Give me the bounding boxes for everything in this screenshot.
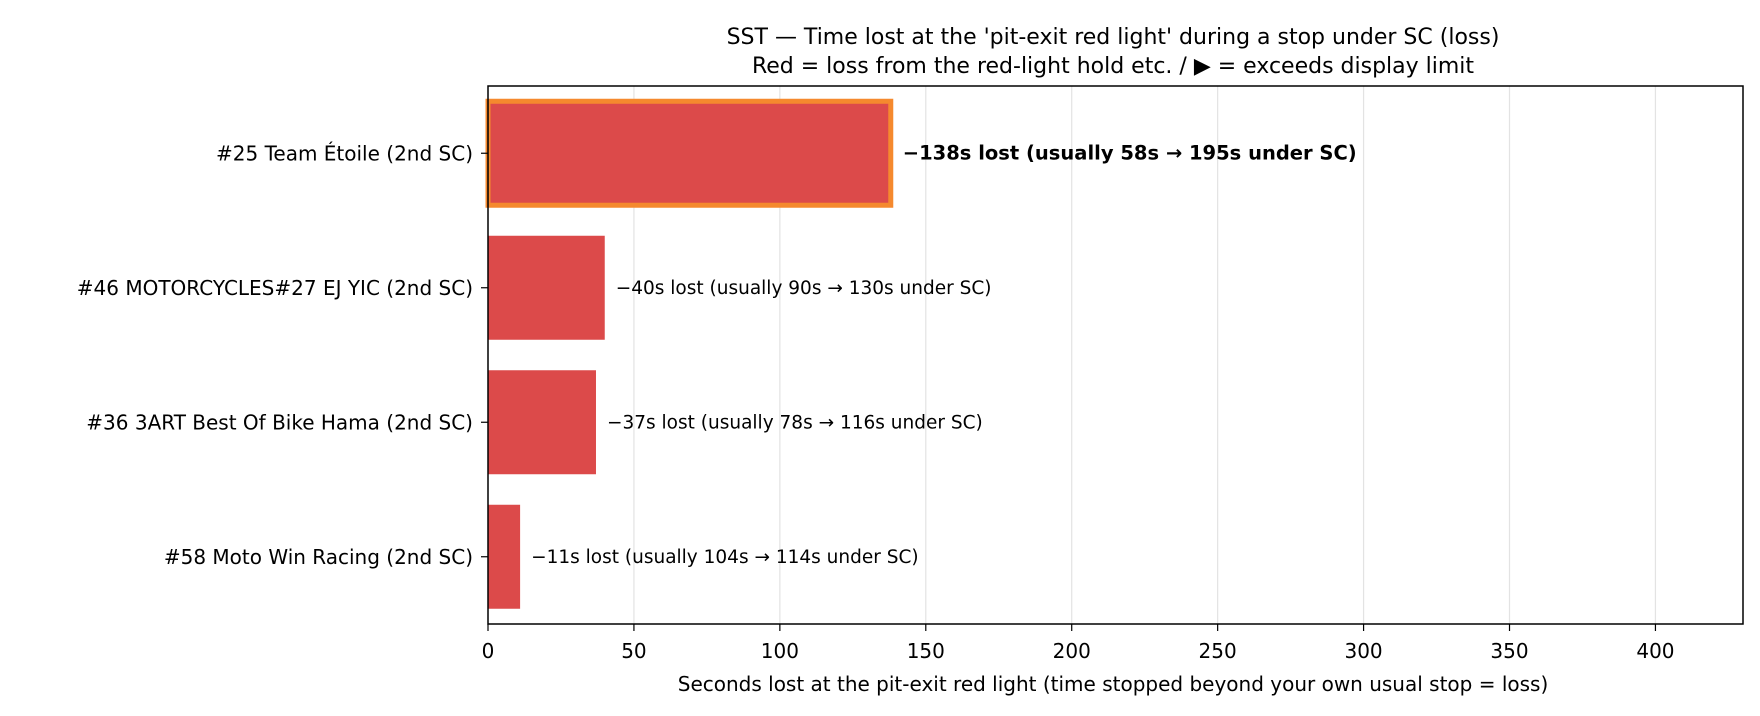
x-tick-label: 100: [761, 639, 799, 663]
category-label: #36 3ART Best Of Bike Hama (2nd SC): [86, 410, 473, 434]
data-label: −138s lost (usually 58s → 195s under SC): [903, 141, 1357, 164]
x-tick-label: 250: [1199, 639, 1237, 663]
category-label: #58 Moto Win Racing (2nd SC): [164, 545, 473, 569]
x-tick-label: 300: [1344, 639, 1382, 663]
bar: [488, 504, 521, 609]
x-tick-label: 400: [1636, 639, 1674, 663]
bar: [485, 98, 894, 208]
data-label: −37s lost (usually 78s → 116s under SC): [607, 412, 983, 433]
category-labels: #25 Team Étoile (2nd SC) #46 MOTORCYCLES#…: [77, 141, 488, 569]
category-label: #46 MOTORCYCLES#27 EJ YIC (2nd SC): [77, 276, 473, 300]
x-tick-label: 50: [621, 639, 646, 663]
data-label: −11s lost (usually 104s → 114s under SC): [531, 547, 919, 568]
x-tick-label: 200: [1053, 639, 1091, 663]
bars: [485, 98, 894, 609]
x-tick-label: 350: [1490, 639, 1528, 663]
data-annotations: −138s lost (usually 58s → 195s under SC)…: [531, 141, 1357, 568]
x-tick-label: 0: [482, 639, 495, 663]
bar: [488, 370, 596, 475]
x-tick-label: 150: [907, 639, 945, 663]
category-label: #25 Team Étoile (2nd SC): [216, 141, 473, 165]
data-label: −40s lost (usually 90s → 130s under SC): [616, 278, 992, 299]
chart-subtitle: Red = loss from the red-light hold etc. …: [752, 54, 1474, 79]
x-axis-ticks: 0 50 100 150 200 250 300 350 400: [482, 624, 1675, 663]
x-axis-label: Seconds lost at the pit-exit red light (…: [678, 672, 1549, 696]
bar: [488, 235, 605, 340]
plot-frame: [487, 85, 1744, 625]
chart-title: SST — Time lost at the 'pit-exit red lig…: [727, 25, 1500, 50]
